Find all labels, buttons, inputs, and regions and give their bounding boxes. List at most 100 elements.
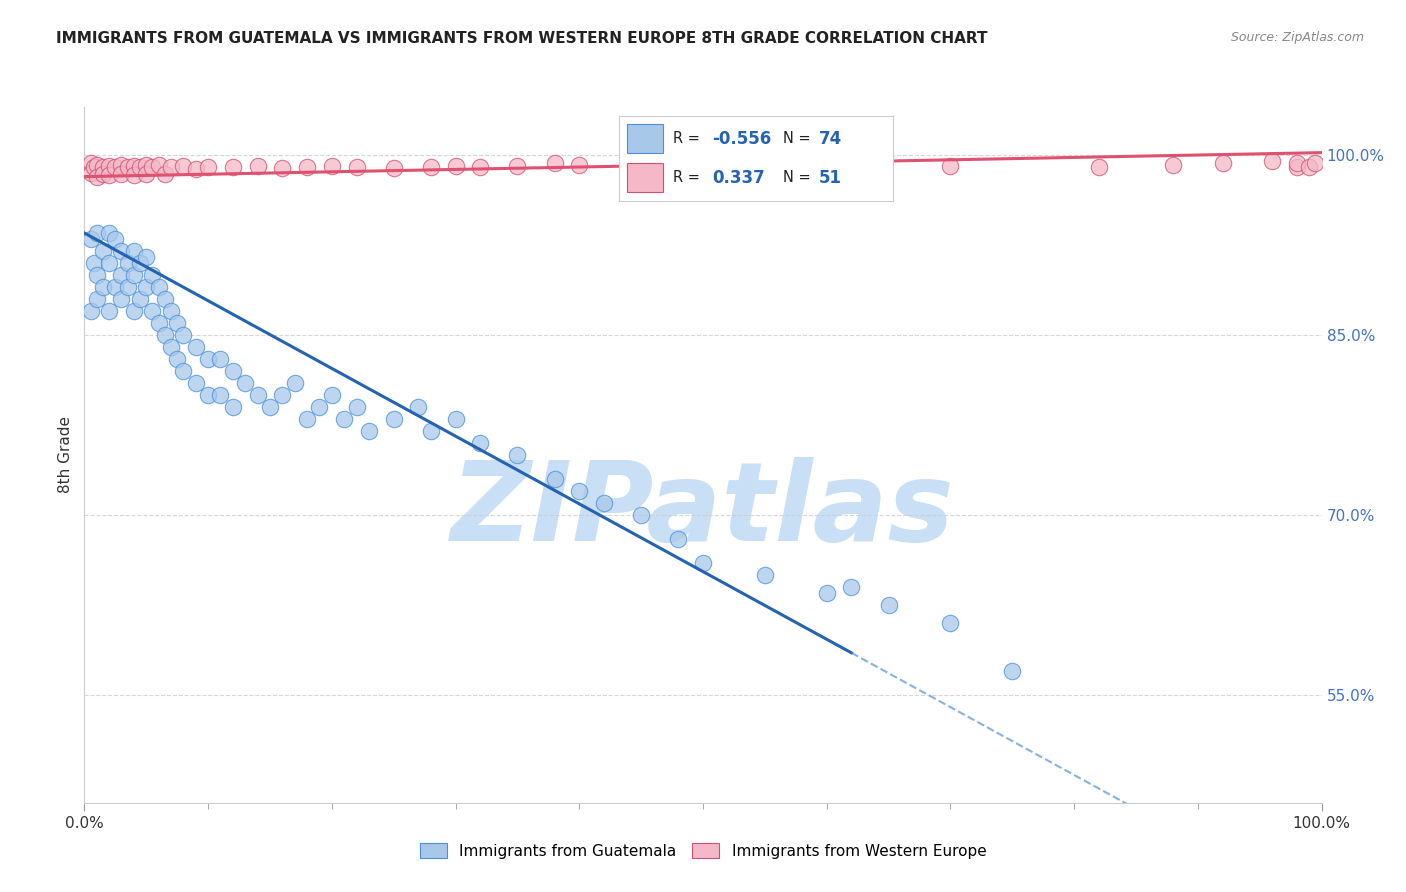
Point [83,256,105,270]
Point [110,167,132,181]
Point [160,304,183,318]
Point [1161,158,1184,172]
Point [166,351,188,366]
Point [419,424,441,438]
Text: R =: R = [673,131,704,146]
Point [104,280,127,294]
Point [1298,160,1320,174]
Point [129,256,152,270]
Point [271,161,294,176]
Point [160,340,183,354]
Point [110,292,132,306]
Point [79,156,101,170]
Point [357,424,380,438]
Point [122,244,145,258]
Text: N =: N = [783,131,815,146]
Point [197,351,219,366]
Text: -0.556: -0.556 [711,130,770,148]
Point [98,256,121,270]
Point [222,400,245,414]
Point [271,388,294,402]
Point [444,412,467,426]
Point [197,388,219,402]
Point [86,268,108,282]
Point [568,158,591,172]
Point [184,162,207,177]
Point [148,280,170,294]
Point [79,304,101,318]
Point [419,160,441,174]
Point [172,364,194,378]
Point [110,244,132,258]
Point [630,156,652,170]
Point [122,304,145,318]
Text: 74: 74 [818,130,842,148]
Point [122,169,145,183]
Point [153,328,176,343]
Point [83,160,105,174]
Point [815,158,838,172]
Point [172,159,194,173]
Point [117,280,139,294]
Point [222,364,245,378]
Y-axis label: 8th Grade: 8th Grade [58,417,73,493]
Point [135,280,157,294]
Point [630,508,652,522]
Point [233,376,256,390]
Point [91,160,114,174]
Legend: Immigrants from Guatemala, Immigrants from Western Europe: Immigrants from Guatemala, Immigrants fr… [413,837,993,864]
Point [153,292,176,306]
Point [86,158,108,172]
Point [1001,664,1024,678]
Point [543,472,565,486]
Point [79,166,101,180]
Point [129,292,152,306]
Point [129,160,152,174]
Text: N =: N = [783,170,815,186]
Point [295,160,318,174]
Text: 51: 51 [818,169,842,186]
Text: R =: R = [673,170,704,186]
Point [184,340,207,354]
Point [209,388,232,402]
Point [246,388,269,402]
Point [110,158,132,172]
Point [98,169,121,183]
Point [408,400,430,414]
Point [568,483,591,498]
Point [444,159,467,173]
Point [153,167,176,181]
Point [141,160,163,174]
Point [135,158,157,172]
Point [122,159,145,173]
Point [346,400,368,414]
Point [1088,160,1111,174]
Point [91,244,114,258]
Point [117,256,139,270]
Point [382,161,405,176]
Point [295,412,318,426]
Point [877,598,900,612]
Point [79,232,101,246]
Bar [627,163,662,192]
Point [117,160,139,174]
Point [1285,156,1308,170]
Point [148,316,170,330]
Point [593,496,616,510]
Point [321,159,343,173]
Point [86,226,108,240]
Point [98,226,121,240]
Text: IMMIGRANTS FROM GUATEMALA VS IMMIGRANTS FROM WESTERN EUROPE 8TH GRADE CORRELATIO: IMMIGRANTS FROM GUATEMALA VS IMMIGRANTS … [56,31,988,46]
Point [754,567,776,582]
Text: Source: ZipAtlas.com: Source: ZipAtlas.com [1230,31,1364,45]
Point [470,436,492,450]
Point [91,280,114,294]
Point [86,292,108,306]
Point [939,159,962,173]
Point [1305,156,1327,170]
Point [197,160,219,174]
Point [666,532,689,546]
Point [308,400,330,414]
Point [259,400,281,414]
Point [1285,160,1308,174]
